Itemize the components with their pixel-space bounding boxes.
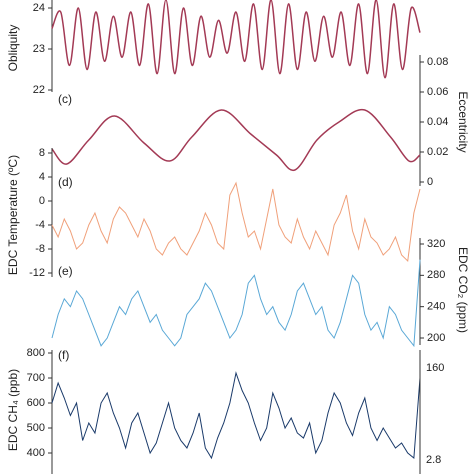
data-line [51, 108, 421, 172]
y-axis-label: Eccentricity [456, 91, 470, 152]
y-axis-label: Obliquity [6, 25, 20, 72]
y-tick-label: -4 [35, 219, 45, 231]
y-tick-label: 22 [33, 84, 45, 96]
y-tick-label: 280 [427, 269, 445, 281]
y-tick-label: 400 [27, 447, 45, 459]
y-tick-label: -12 [29, 267, 45, 279]
panel-label: (e) [58, 264, 73, 278]
y-axis-label: EDC CH₄ (ppb) [6, 369, 20, 451]
y-axis-label: EDC Temperature (ºC) [6, 155, 20, 275]
y-tick-label: 0.08 [427, 56, 448, 68]
y-tick-label: 0.04 [427, 116, 448, 128]
data-line [51, 371, 421, 460]
y-tick-label: 24 [33, 2, 45, 14]
y-tick-label: 200 [427, 332, 445, 344]
y-tick-label: 500 [27, 422, 45, 434]
y-tick-label: 8 [39, 147, 45, 159]
y-tick-label: 240 [427, 301, 445, 313]
y-tick-label: 600 [27, 397, 45, 409]
data-line [51, 259, 421, 348]
y-tick-label: -8 [35, 243, 45, 255]
y-tick-label: 0.02 [427, 146, 448, 158]
y-tick-label: 23 [33, 43, 45, 55]
panel-label: (d) [58, 175, 73, 189]
annotation: 2.8 [426, 454, 441, 466]
y-tick-label: 4 [39, 171, 45, 183]
data-line [51, 181, 421, 263]
y-tick-label: 700 [27, 372, 45, 384]
annotation: 160 [426, 362, 444, 374]
panel-label: (f) [58, 348, 69, 362]
data-line [51, 0, 421, 79]
panel-label: (c) [58, 92, 72, 106]
y-tick-label: 0 [39, 195, 45, 207]
y-tick-label: 320 [427, 238, 445, 250]
y-tick-label: 800 [27, 347, 45, 359]
y-axis-label: EDC CO₂ (ppm) [456, 247, 470, 333]
y-tick-label: 0.06 [427, 86, 448, 98]
y-tick-label: 0 [427, 176, 433, 188]
